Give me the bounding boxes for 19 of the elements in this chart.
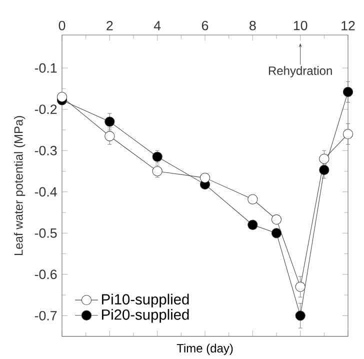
legend-label: Pi20-supplied [102, 309, 189, 323]
y-tick-label: -0.5 [34, 228, 57, 238]
y-axis-title: Leaf water potential (MPa) [14, 116, 26, 256]
x-tick-label: 2 [106, 20, 113, 30]
x-axis-title: Time (day) [176, 344, 233, 355]
annotation: Rehydration [268, 66, 332, 78]
x-tick-label: 8 [250, 20, 256, 30]
x-tick-label: 12 [342, 20, 355, 30]
x-tick-label: 6 [202, 20, 208, 30]
x-tick-label: 0 [58, 20, 66, 30]
legend-label: Pi10-supplied [102, 294, 189, 308]
y-tick-label: -0.7 [34, 310, 57, 320]
y-tick-label: -0.1 [34, 63, 57, 73]
y-tick-label: -0.4 [34, 187, 57, 197]
x-tick-label: 10 [294, 20, 308, 30]
y-tick-label: -0.6 [34, 270, 57, 280]
y-tick-label: -0.3 [34, 146, 57, 156]
y-tick-label: -0.2 [34, 104, 57, 114]
x-tick-label: 4 [154, 21, 161, 30]
